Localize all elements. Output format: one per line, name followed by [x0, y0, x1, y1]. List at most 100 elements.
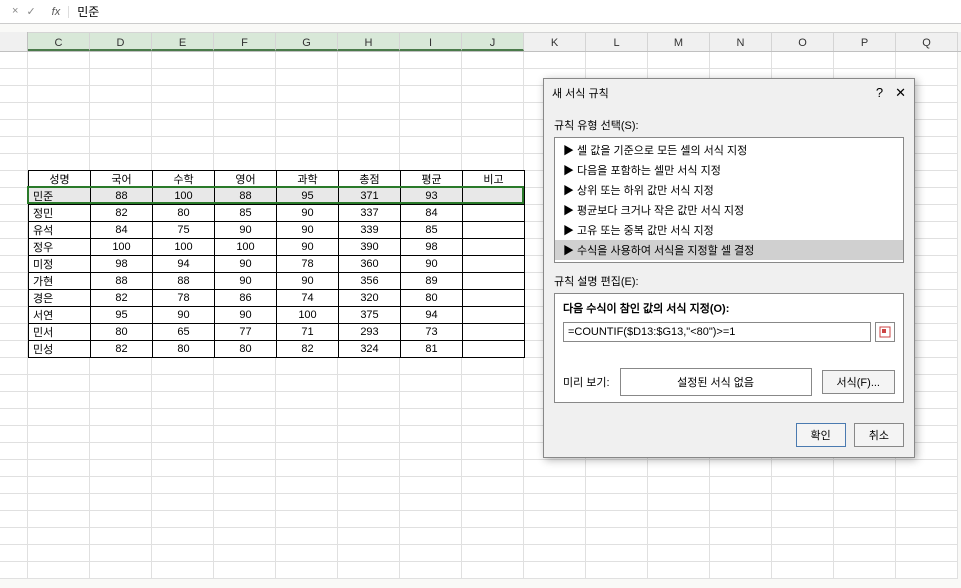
table-cell[interactable]: 320 [339, 290, 401, 307]
table-cell[interactable]: 82 [91, 341, 153, 358]
table-cell[interactable]: 100 [153, 188, 215, 205]
column-header[interactable]: H [338, 32, 400, 51]
column-header[interactable]: P [834, 32, 896, 51]
table-cell[interactable]: 75 [153, 222, 215, 239]
table-cell[interactable]: 90 [215, 273, 277, 290]
rule-type-item[interactable]: ▶ 수식을 사용하여 서식을 지정할 셀 결정 [555, 240, 903, 260]
table-cell[interactable]: 98 [401, 239, 463, 256]
table-cell[interactable]: 84 [91, 222, 153, 239]
table-cell[interactable]: 375 [339, 307, 401, 324]
table-row[interactable]: 정우1001001009039098 [29, 239, 525, 256]
table-cell[interactable]: 337 [339, 205, 401, 222]
table-cell[interactable]: 가현 [29, 273, 91, 290]
column-header[interactable]: I [400, 32, 462, 51]
table-row[interactable]: 미정9894907836090 [29, 256, 525, 273]
table-cell[interactable]: 미정 [29, 256, 91, 273]
range-picker-icon[interactable] [875, 322, 895, 342]
table-row[interactable]: 유석8475909033985 [29, 222, 525, 239]
table-cell[interactable]: 민성 [29, 341, 91, 358]
table-cell[interactable]: 88 [91, 273, 153, 290]
table-cell[interactable]: 민준 [29, 188, 91, 205]
table-cell[interactable]: 민서 [29, 324, 91, 341]
table-cell[interactable] [463, 188, 525, 205]
table-cell[interactable]: 80 [91, 324, 153, 341]
table-cell[interactable]: 78 [277, 256, 339, 273]
table-cell[interactable]: 81 [401, 341, 463, 358]
column-header[interactable]: F [214, 32, 276, 51]
table-cell[interactable] [463, 290, 525, 307]
row-corner[interactable] [0, 32, 28, 51]
rule-type-item[interactable]: ▶ 평균보다 크거나 작은 값만 서식 지정 [555, 200, 903, 220]
formula-accept-icon[interactable]: ✓ [26, 5, 35, 18]
formula-field[interactable] [563, 322, 871, 342]
table-row[interactable]: 민서8065777129373 [29, 324, 525, 341]
table-cell[interactable] [463, 273, 525, 290]
table-cell[interactable]: 78 [153, 290, 215, 307]
column-header[interactable]: N [710, 32, 772, 51]
table-cell[interactable]: 390 [339, 239, 401, 256]
table-cell[interactable]: 94 [153, 256, 215, 273]
table-cell[interactable]: 95 [91, 307, 153, 324]
table-cell[interactable]: 유석 [29, 222, 91, 239]
table-cell[interactable]: 100 [91, 239, 153, 256]
data-table[interactable]: 성명국어수학영어과학총점평균비고민준88100889537193정민828085… [28, 170, 525, 358]
table-cell[interactable]: 82 [91, 205, 153, 222]
table-cell[interactable]: 90 [153, 307, 215, 324]
table-cell[interactable]: 88 [91, 188, 153, 205]
table-cell[interactable] [463, 239, 525, 256]
column-header[interactable]: J [462, 32, 524, 51]
rule-type-item[interactable]: ▶ 셀 값을 기준으로 모든 셀의 서식 지정 [555, 140, 903, 160]
table-cell[interactable]: 90 [215, 307, 277, 324]
column-header[interactable]: Q [896, 32, 958, 51]
table-cell[interactable]: 89 [401, 273, 463, 290]
column-header[interactable]: O [772, 32, 834, 51]
table-cell[interactable]: 80 [401, 290, 463, 307]
table-row[interactable]: 민준88100889537193 [29, 188, 525, 205]
table-cell[interactable]: 90 [215, 256, 277, 273]
table-row[interactable]: 서연95909010037594 [29, 307, 525, 324]
table-cell[interactable]: 95 [277, 188, 339, 205]
table-cell[interactable]: 85 [401, 222, 463, 239]
table-cell[interactable]: 80 [215, 341, 277, 358]
close-icon[interactable]: ✕ [895, 85, 906, 101]
column-header[interactable]: D [90, 32, 152, 51]
table-cell[interactable]: 80 [153, 205, 215, 222]
table-cell[interactable]: 100 [215, 239, 277, 256]
column-header[interactable]: E [152, 32, 214, 51]
table-row[interactable]: 정민8280859033784 [29, 205, 525, 222]
help-icon[interactable]: ? [876, 85, 883, 101]
table-cell[interactable]: 경은 [29, 290, 91, 307]
table-cell[interactable] [463, 341, 525, 358]
table-cell[interactable]: 88 [153, 273, 215, 290]
column-header[interactable]: M [648, 32, 710, 51]
table-cell[interactable]: 정민 [29, 205, 91, 222]
table-cell[interactable]: 90 [277, 222, 339, 239]
format-button[interactable]: 서식(F)... [822, 370, 895, 394]
table-cell[interactable]: 90 [277, 273, 339, 290]
table-cell[interactable]: 77 [215, 324, 277, 341]
table-cell[interactable]: 93 [401, 188, 463, 205]
table-cell[interactable]: 80 [153, 341, 215, 358]
table-cell[interactable]: 82 [277, 341, 339, 358]
column-header[interactable]: K [524, 32, 586, 51]
table-cell[interactable]: 73 [401, 324, 463, 341]
table-cell[interactable]: 100 [153, 239, 215, 256]
rule-type-item[interactable]: ▶ 상위 또는 하위 값만 서식 지정 [555, 180, 903, 200]
table-row[interactable]: 가현8888909035689 [29, 273, 525, 290]
column-header[interactable]: L [586, 32, 648, 51]
table-cell[interactable]: 100 [277, 307, 339, 324]
table-cell[interactable]: 356 [339, 273, 401, 290]
table-cell[interactable]: 85 [215, 205, 277, 222]
column-header[interactable]: G [276, 32, 338, 51]
table-cell[interactable]: 94 [401, 307, 463, 324]
table-cell[interactable]: 정우 [29, 239, 91, 256]
table-cell[interactable]: 86 [215, 290, 277, 307]
table-cell[interactable]: 98 [91, 256, 153, 273]
table-cell[interactable]: 88 [215, 188, 277, 205]
table-cell[interactable]: 82 [91, 290, 153, 307]
table-row[interactable]: 민성8280808232481 [29, 341, 525, 358]
table-cell[interactable] [463, 222, 525, 239]
table-cell[interactable] [463, 324, 525, 341]
formula-input[interactable] [77, 5, 957, 19]
table-cell[interactable]: 65 [153, 324, 215, 341]
